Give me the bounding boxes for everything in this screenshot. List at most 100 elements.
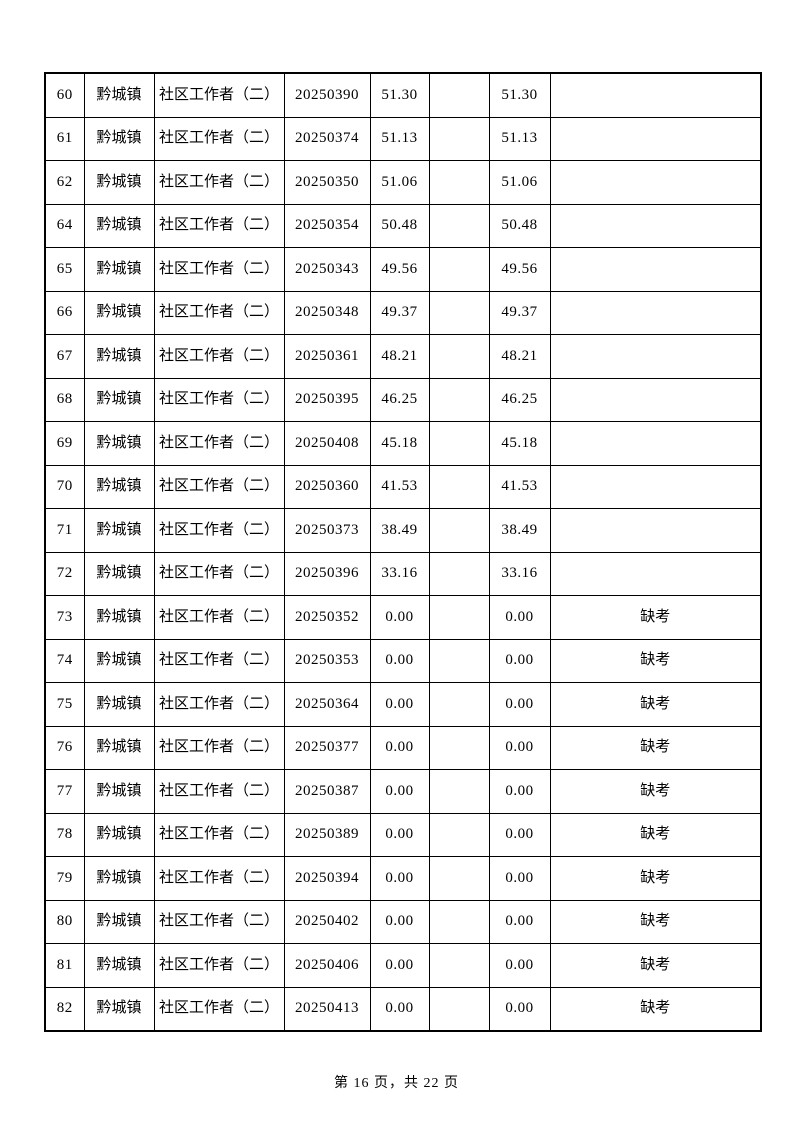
cell-remark <box>549 72 762 118</box>
cell-score2: 41.53 <box>488 464 551 509</box>
cell-no: 78 <box>44 812 85 857</box>
cell-code: 20250396 <box>283 551 371 596</box>
cell-code: 20250413 <box>283 986 371 1032</box>
cell-remark <box>549 247 762 292</box>
cell-town: 黔城镇 <box>83 812 155 857</box>
cell-town: 黔城镇 <box>83 899 155 944</box>
cell-score2: 49.56 <box>488 247 551 292</box>
cell-code: 20250350 <box>283 160 371 205</box>
cell-score1: 0.00 <box>369 682 430 727</box>
cell-score2: 51.13 <box>488 116 551 161</box>
cell-town: 黔城镇 <box>83 160 155 205</box>
cell-score2: 49.37 <box>488 290 551 335</box>
cell-blank <box>428 334 490 379</box>
cell-score2: 0.00 <box>488 638 551 683</box>
cell-town: 黔城镇 <box>83 682 155 727</box>
cell-no: 73 <box>44 595 85 640</box>
cell-no: 67 <box>44 334 85 379</box>
cell-position: 社区工作者（二） <box>153 377 285 422</box>
cell-town: 黔城镇 <box>83 464 155 509</box>
cell-position: 社区工作者（二） <box>153 421 285 466</box>
cell-score1: 49.56 <box>369 247 430 292</box>
cell-code: 20250402 <box>283 899 371 944</box>
cell-blank <box>428 247 490 292</box>
cell-town: 黔城镇 <box>83 943 155 988</box>
cell-town: 黔城镇 <box>83 508 155 553</box>
cell-score1: 0.00 <box>369 899 430 944</box>
cell-blank <box>428 203 490 248</box>
cell-code: 20250408 <box>283 421 371 466</box>
cell-town: 黔城镇 <box>83 725 155 770</box>
cell-score1: 0.00 <box>369 812 430 857</box>
cell-blank <box>428 290 490 335</box>
table-row: 69 黔城镇 社区工作者（二） 20250408 45.18 45.18 <box>44 421 762 466</box>
cell-town: 黔城镇 <box>83 290 155 335</box>
page-number-footer: 第 16 页，共 22 页 <box>334 1076 459 1091</box>
cell-score1: 49.37 <box>369 290 430 335</box>
cell-score2: 51.30 <box>488 72 551 118</box>
table-row: 82 黔城镇 社区工作者（二） 20250413 0.00 0.00 缺考 <box>44 986 762 1032</box>
cell-score1: 0.00 <box>369 769 430 814</box>
cell-blank <box>428 943 490 988</box>
cell-code: 20250352 <box>283 595 371 640</box>
cell-score2: 33.16 <box>488 551 551 596</box>
cell-blank <box>428 856 490 901</box>
table-row: 60 黔城镇 社区工作者（二） 20250390 51.30 51.30 <box>44 72 762 118</box>
cell-score2: 0.00 <box>488 856 551 901</box>
table-row: 66 黔城镇 社区工作者（二） 20250348 49.37 49.37 <box>44 290 762 335</box>
cell-no: 77 <box>44 769 85 814</box>
table-row: 71 黔城镇 社区工作者（二） 20250373 38.49 38.49 <box>44 508 762 553</box>
cell-no: 76 <box>44 725 85 770</box>
cell-position: 社区工作者（二） <box>153 464 285 509</box>
cell-score1: 50.48 <box>369 203 430 248</box>
cell-no: 64 <box>44 203 85 248</box>
cell-no: 81 <box>44 943 85 988</box>
cell-remark: 缺考 <box>549 595 762 640</box>
table-row: 74 黔城镇 社区工作者（二） 20250353 0.00 0.00 缺考 <box>44 638 762 683</box>
cell-no: 71 <box>44 508 85 553</box>
table-row: 62 黔城镇 社区工作者（二） 20250350 51.06 51.06 <box>44 160 762 205</box>
cell-score2: 0.00 <box>488 725 551 770</box>
cell-blank <box>428 421 490 466</box>
cell-no: 82 <box>44 986 85 1032</box>
table-row: 70 黔城镇 社区工作者（二） 20250360 41.53 41.53 <box>44 464 762 509</box>
cell-code: 20250387 <box>283 769 371 814</box>
cell-position: 社区工作者（二） <box>153 290 285 335</box>
cell-code: 20250406 <box>283 943 371 988</box>
table-row: 72 黔城镇 社区工作者（二） 20250396 33.16 33.16 <box>44 551 762 596</box>
cell-town: 黔城镇 <box>83 986 155 1032</box>
cell-blank <box>428 508 490 553</box>
cell-code: 20250374 <box>283 116 371 161</box>
cell-position: 社区工作者（二） <box>153 116 285 161</box>
cell-no: 60 <box>44 72 85 118</box>
cell-town: 黔城镇 <box>83 203 155 248</box>
cell-blank <box>428 551 490 596</box>
cell-town: 黔城镇 <box>83 856 155 901</box>
cell-remark: 缺考 <box>549 986 762 1032</box>
cell-no: 74 <box>44 638 85 683</box>
cell-town: 黔城镇 <box>83 421 155 466</box>
table-row: 73 黔城镇 社区工作者（二） 20250352 0.00 0.00 缺考 <box>44 595 762 640</box>
cell-score2: 0.00 <box>488 986 551 1032</box>
cell-town: 黔城镇 <box>83 72 155 118</box>
cell-position: 社区工作者（二） <box>153 595 285 640</box>
cell-score1: 45.18 <box>369 421 430 466</box>
cell-remark <box>549 290 762 335</box>
table-row: 65 黔城镇 社区工作者（二） 20250343 49.56 49.56 <box>44 247 762 292</box>
cell-score2: 45.18 <box>488 421 551 466</box>
cell-blank <box>428 682 490 727</box>
cell-score2: 51.06 <box>488 160 551 205</box>
cell-blank <box>428 595 490 640</box>
cell-position: 社区工作者（二） <box>153 247 285 292</box>
cell-blank <box>428 899 490 944</box>
cell-blank <box>428 725 490 770</box>
table-row: 78 黔城镇 社区工作者（二） 20250389 0.00 0.00 缺考 <box>44 812 762 857</box>
cell-no: 61 <box>44 116 85 161</box>
cell-score2: 0.00 <box>488 769 551 814</box>
cell-score2: 46.25 <box>488 377 551 422</box>
cell-score1: 0.00 <box>369 856 430 901</box>
cell-blank <box>428 160 490 205</box>
table-row: 77 黔城镇 社区工作者（二） 20250387 0.00 0.00 缺考 <box>44 769 762 814</box>
cell-position: 社区工作者（二） <box>153 203 285 248</box>
